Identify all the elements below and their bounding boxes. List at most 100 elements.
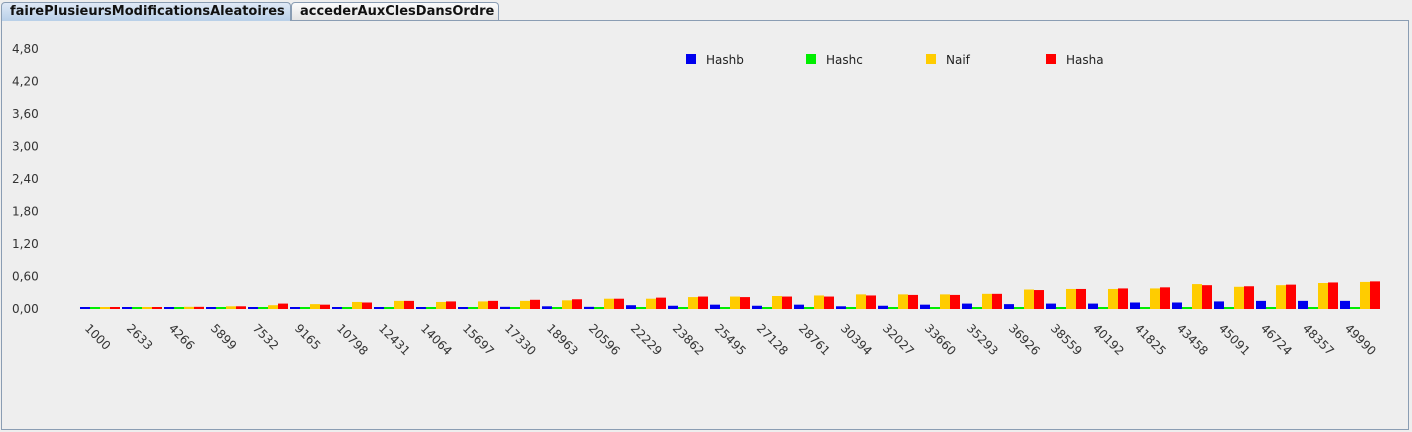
x-tick-label: 36926 (1006, 321, 1043, 358)
bar-naif (940, 294, 950, 309)
bar-hashc (1140, 307, 1150, 309)
bar-naif (772, 296, 782, 309)
bar-hashc (846, 307, 856, 309)
x-tick-label: 30394 (838, 321, 875, 358)
bar-hashb (1004, 304, 1014, 309)
bar-naif (856, 294, 866, 309)
y-tick-label: 4,80 (12, 42, 39, 56)
x-tick-label: 17330 (502, 321, 539, 358)
x-tick-label: 12431 (376, 321, 413, 358)
bar-hashb (878, 305, 888, 309)
bar-hasha (740, 297, 750, 309)
bar-hasha (446, 301, 456, 309)
x-tick-label: 27128 (754, 321, 791, 358)
tab-acceder-aux-cles-dans-ordre[interactable]: accederAuxClesDansOrdre (291, 2, 499, 20)
bar-hasha (572, 299, 582, 309)
legend: Hashb Hashc Naif Hasha (686, 53, 1104, 67)
bar-hasha (110, 307, 120, 309)
bar-hasha (320, 304, 330, 309)
bar-hashc (762, 307, 772, 309)
x-tick-label: 9165 (292, 321, 323, 352)
bar-naif (1234, 286, 1244, 309)
bar-hashb (920, 304, 930, 309)
legend-swatch-hasha (1046, 54, 1056, 64)
bar-hashc (510, 307, 520, 309)
x-tick-label: 1000 (82, 321, 113, 352)
bar-naif (814, 295, 824, 309)
bar-hasha (1244, 286, 1254, 309)
bar-hashc (636, 307, 646, 309)
bar-chart: 0,00 0,60 1,20 1,80 2,40 3,00 3,60 4,20 4,80 100… (12, 42, 1380, 358)
y-tick-label: 0,00 (12, 302, 39, 316)
tab-bar: fairePlusieursModificationsAleatoires ac… (0, 0, 1412, 21)
tab-faire-plusieurs-modifications-aleatoires[interactable]: fairePlusieursModificationsAleatoires (1, 2, 291, 21)
bar-hasha (1160, 287, 1170, 309)
x-tick-label: 38559 (1048, 321, 1085, 358)
bar-hashc (1014, 307, 1024, 309)
bar-hashc (678, 307, 688, 309)
bar-hashb (332, 307, 342, 309)
bar-hasha (152, 307, 162, 309)
bar-hashc (1182, 307, 1192, 309)
bar-naif (520, 300, 530, 309)
x-tick-label: 32027 (880, 321, 917, 358)
bar-naif (982, 293, 992, 309)
bar-hashb (542, 306, 552, 309)
bar-hasha (866, 295, 876, 309)
bar-hashb (458, 307, 468, 309)
legend-label-naif: Naif (946, 53, 971, 67)
y-tick-label: 0,60 (12, 270, 39, 284)
bar-hashc (468, 307, 478, 309)
bar-hasha (362, 302, 372, 309)
bar-hashc (804, 307, 814, 309)
bar-hashc (1266, 307, 1276, 309)
x-tick-label: 14064 (418, 321, 455, 358)
bar-hasha (1118, 288, 1128, 309)
bar-hasha (1202, 285, 1212, 309)
bar-hashb (962, 303, 972, 309)
x-tick-label: 18963 (544, 321, 581, 358)
bar-hashb (668, 305, 678, 309)
legend-swatch-hashc (806, 54, 816, 64)
x-tick-label: 23862 (670, 321, 707, 358)
bar-hashb (1214, 301, 1224, 309)
bar-naif (394, 300, 404, 309)
bars (80, 281, 1380, 309)
bar-hashb (206, 307, 216, 309)
bar-hashc (1056, 307, 1066, 309)
x-tick-label: 49990 (1342, 321, 1379, 358)
bar-naif (1360, 281, 1370, 309)
bar-hashb (290, 307, 300, 309)
bar-naif (352, 301, 362, 309)
bar-hashc (384, 307, 394, 309)
bar-naif (226, 306, 236, 309)
bar-hasha (488, 300, 498, 309)
bar-hashc (300, 307, 310, 309)
bar-naif (1066, 288, 1076, 309)
bar-hashb (710, 304, 720, 309)
bar-hashb (1046, 303, 1056, 309)
bar-hashb (122, 307, 132, 309)
legend-label-hasha: Hasha (1066, 53, 1104, 67)
bar-naif (1276, 285, 1286, 309)
bar-hashc (1308, 307, 1318, 309)
x-tick-label: 22229 (628, 321, 665, 358)
bar-hashc (1350, 307, 1360, 309)
bar-hashb (500, 306, 510, 309)
bar-hashc (552, 307, 562, 309)
x-tick-label: 28761 (796, 321, 833, 358)
bar-hashb (836, 306, 846, 309)
bar-naif (478, 301, 488, 309)
bar-naif (646, 298, 656, 309)
bar-naif (604, 298, 614, 309)
x-tick-label: 43458 (1174, 321, 1211, 358)
bar-hasha (1370, 281, 1380, 309)
bar-hashb (752, 305, 762, 309)
bar-hasha (992, 293, 1002, 309)
y-tick-label: 2,40 (12, 172, 39, 186)
legend-swatch-naif (926, 54, 936, 64)
y-tick-label: 1,20 (12, 237, 39, 251)
bar-hashb (1298, 300, 1308, 309)
bar-hasha (1328, 282, 1338, 309)
bar-hashc (132, 307, 142, 309)
